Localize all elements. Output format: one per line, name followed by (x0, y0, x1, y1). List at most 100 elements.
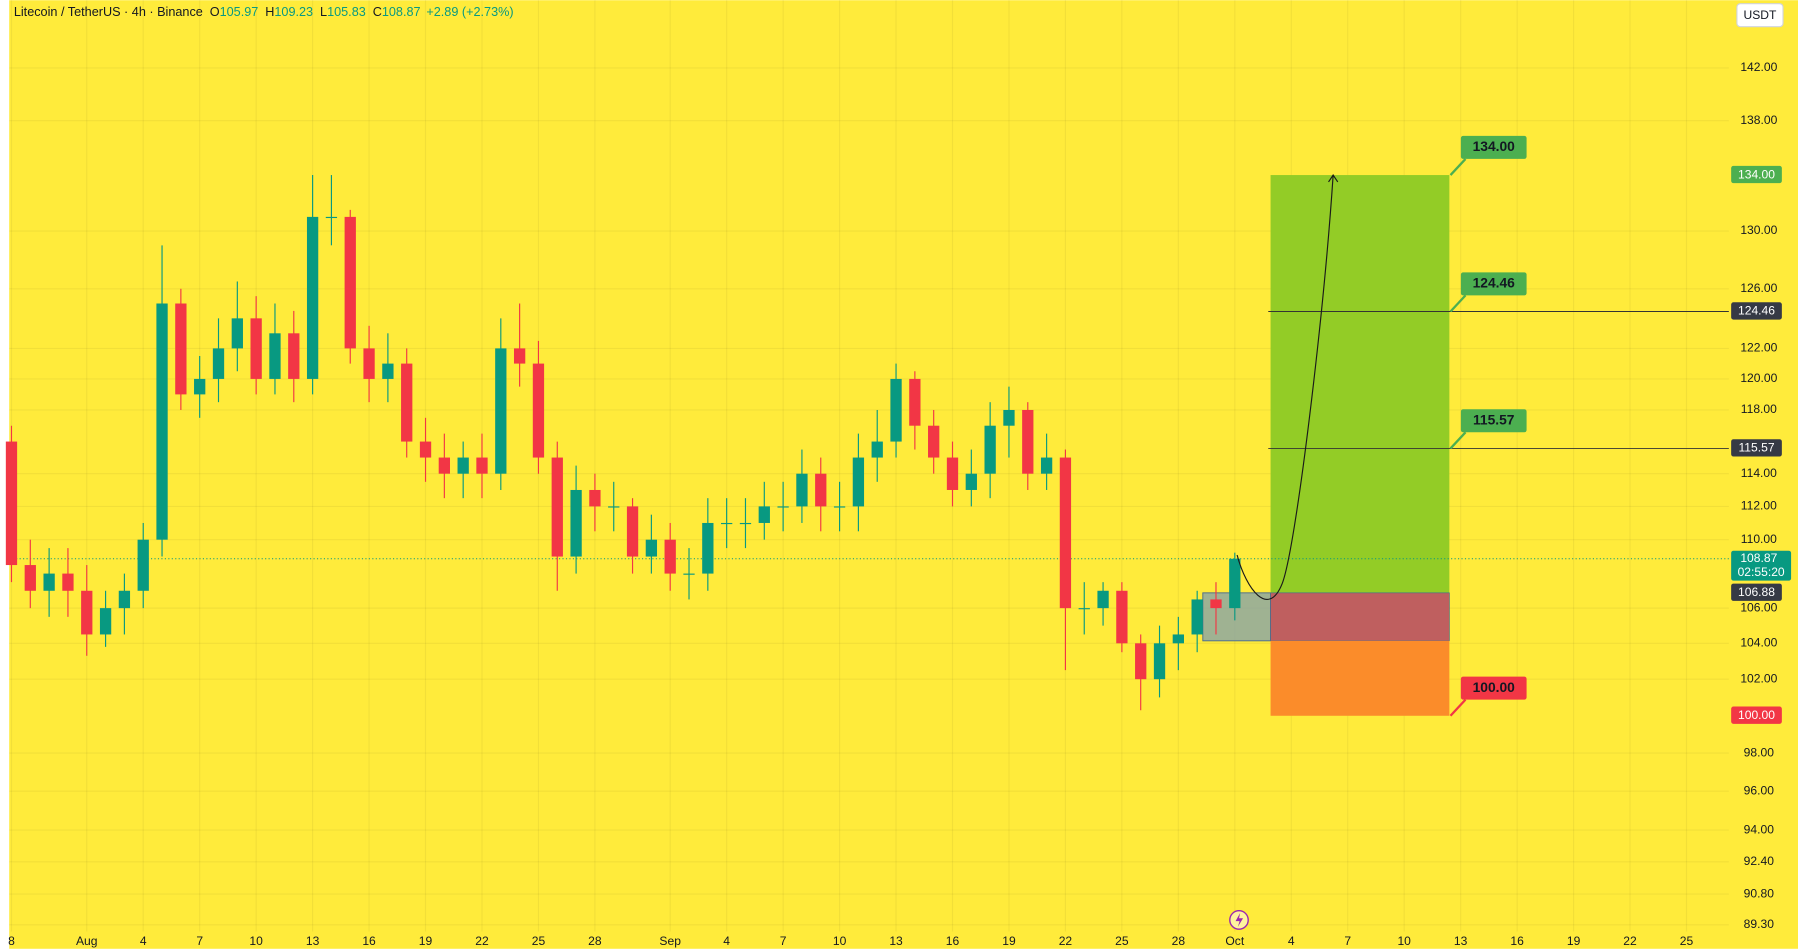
x-tick-label: Oct (1225, 934, 1244, 948)
candle-body (438, 457, 450, 474)
price-badge-label: 124.46 (1738, 304, 1775, 318)
x-tick-label: 22 (475, 934, 489, 948)
candle-body (928, 425, 940, 458)
candle-body (852, 457, 865, 507)
y-tick-label: 102.00 (1740, 671, 1777, 685)
x-tick-label: 4 (140, 934, 147, 948)
callout-label: 124.46 (1473, 275, 1516, 291)
x-tick-label: 28 (1172, 934, 1186, 948)
candle-body (946, 457, 959, 490)
y-tick-label: 104.00 (1740, 636, 1777, 650)
symbol: Litecoin / TetherUS · 4h · Binance (14, 5, 203, 19)
candle-body (551, 457, 563, 557)
candle-body (1191, 599, 1203, 635)
candle-body (702, 522, 714, 574)
candle-body (721, 522, 733, 525)
y-tick-label: 112.00 (1741, 499, 1777, 513)
candle-body (401, 363, 413, 442)
arrow-head (1328, 174, 1339, 183)
y-tick-label: 120.00 (1740, 371, 1777, 385)
price-badge (1731, 439, 1782, 457)
candle-body (589, 489, 601, 507)
candle-body (175, 303, 187, 395)
ohlc-key: O (210, 5, 220, 19)
callout-pointer (1449, 698, 1467, 717)
currency-label: USDT (1744, 8, 1778, 22)
x-tick-label: 8 (8, 934, 15, 948)
candle-body (24, 565, 36, 591)
currency-button[interactable] (1736, 3, 1784, 28)
candle-body (43, 573, 55, 591)
candle-body (871, 441, 883, 458)
x-tick-label: 25 (1680, 934, 1694, 948)
candle-body (476, 457, 488, 474)
candle-body (833, 506, 846, 508)
candle-body (1059, 457, 1072, 609)
last-price-label: 108.87 (1740, 551, 1777, 565)
ohlc-key: L (320, 5, 327, 19)
y-tick-label: 114.00 (1741, 466, 1777, 480)
candle-body (909, 378, 921, 426)
candle-body (1003, 409, 1015, 426)
x-tick-label: 28 (588, 934, 602, 948)
profit-zone (1270, 175, 1450, 593)
candle-body (890, 378, 902, 442)
price-badge (1731, 302, 1782, 320)
x-tick-label: 10 (833, 934, 847, 948)
price-badge-label: 115.57 (1738, 441, 1774, 455)
ohlc-value: 109.23 (274, 5, 313, 19)
y-tick-label: 142.00 (1740, 60, 1777, 74)
candle-body (777, 506, 789, 508)
x-tick-label: 4 (723, 934, 730, 948)
ohlc-value: 108.87 (382, 5, 421, 19)
x-tick-label: 16 (1510, 934, 1524, 948)
price-badge-label: 134.00 (1738, 167, 1775, 181)
price-badge-label: 100.00 (1738, 708, 1775, 722)
change: +2.89 (+2.73%) (426, 5, 513, 19)
candle-body (1153, 643, 1166, 680)
callout-box (1460, 135, 1527, 159)
callout-pointer (1449, 294, 1467, 313)
candle-body (815, 473, 827, 507)
ohlc-value: 105.97 (220, 5, 259, 19)
candle-body (62, 573, 74, 591)
candle-body (739, 522, 752, 525)
x-tick-label: 25 (532, 934, 546, 948)
candle-body (1078, 608, 1090, 610)
candle-body (984, 425, 996, 474)
header: Litecoin / TetherUS · 4h · Binance O105.9… (14, 5, 514, 19)
lightning (1235, 913, 1244, 927)
y-tick-label: 110.00 (1741, 532, 1777, 546)
candle-body (645, 539, 658, 557)
candle-body (683, 573, 695, 575)
candle-body (532, 363, 545, 458)
candle-body (231, 318, 243, 349)
y-tick-label: 106.00 (1740, 600, 1777, 614)
callout-label: 134.00 (1473, 138, 1516, 154)
y-tick-label: 92.40 (1744, 854, 1775, 868)
x-tick-label: 25 (1115, 934, 1129, 948)
candle-body (194, 378, 206, 395)
candle-body (664, 539, 676, 574)
countdown: 02:55:20 (1738, 565, 1785, 579)
y-tick-label: 94.00 (1744, 822, 1775, 836)
plot-background (9, 0, 1798, 949)
candle-body (288, 333, 300, 379)
x-tick-label: Aug (76, 934, 98, 948)
x-tick-label: 19 (419, 934, 433, 948)
y-tick-label: 126.00 (1740, 281, 1777, 295)
x-tick-label: 7 (196, 934, 203, 948)
y-tick-label: 98.00 (1744, 745, 1775, 759)
y-tick-label: 118.00 (1741, 402, 1777, 416)
y-tick-label: 89.30 (1744, 917, 1775, 931)
x-tick-label: 19 (1002, 934, 1016, 948)
candle-body (570, 489, 582, 557)
loss-zone (1270, 592, 1450, 642)
candle-body (1135, 643, 1147, 680)
candle-body (1229, 558, 1241, 609)
candle-body (382, 363, 394, 379)
candle-body (626, 506, 639, 557)
x-tick-label: 13 (306, 934, 320, 948)
